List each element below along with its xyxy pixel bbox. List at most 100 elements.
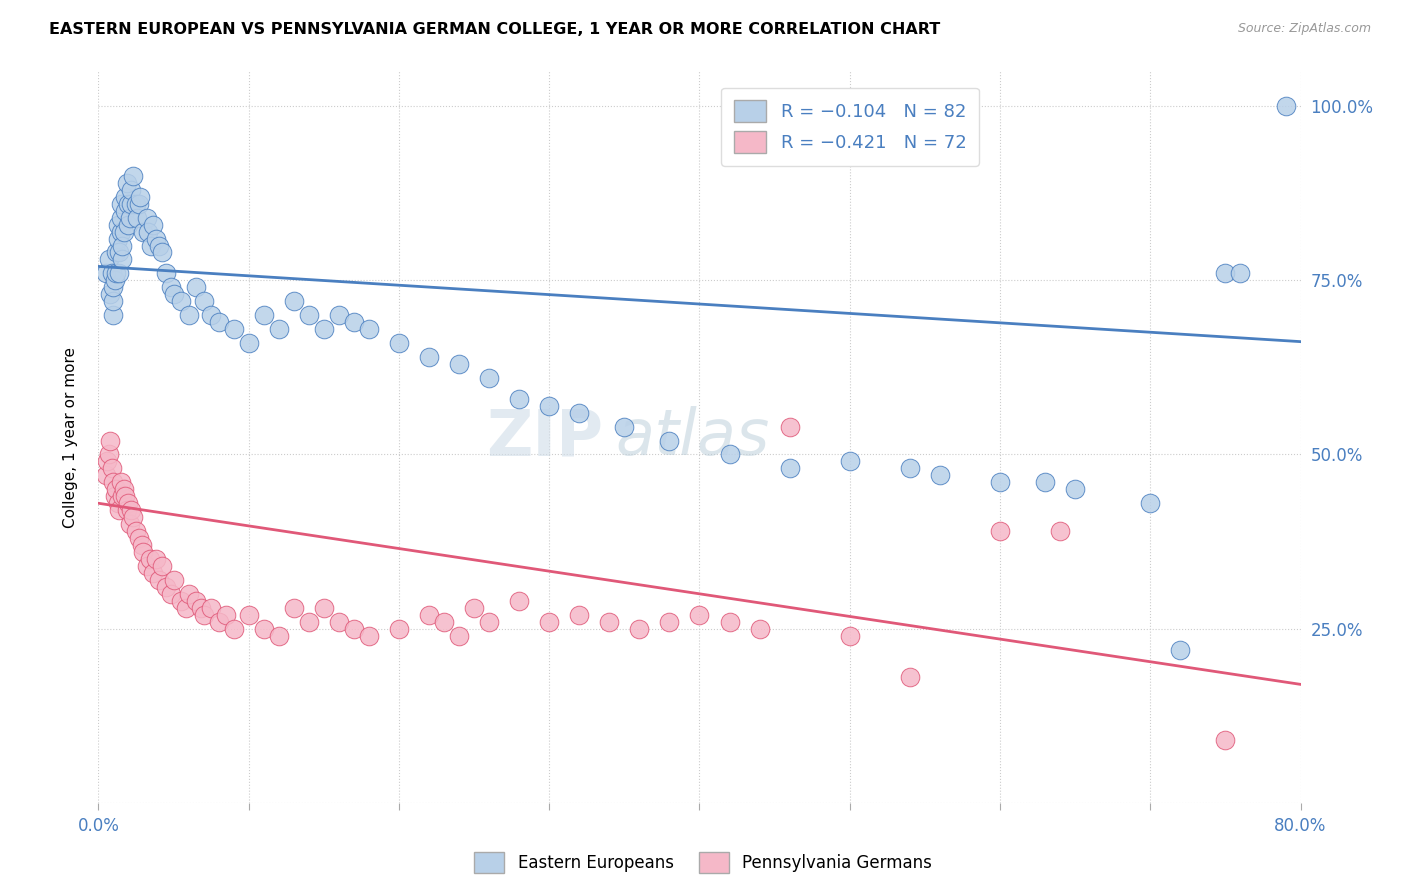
Point	[388, 622, 411, 636]
Text: Source: ZipAtlas.com: Source: ZipAtlas.com	[1237, 22, 1371, 36]
Point	[988, 475, 1011, 490]
Point	[898, 670, 921, 684]
Point	[132, 225, 155, 239]
Point	[200, 600, 222, 615]
Point	[115, 176, 138, 190]
Point	[253, 308, 276, 322]
Point	[328, 615, 350, 629]
Point	[1139, 496, 1161, 510]
Point	[1049, 524, 1071, 538]
Point	[1170, 642, 1192, 657]
Point	[138, 552, 160, 566]
Point	[190, 600, 212, 615]
Point	[267, 322, 290, 336]
Point	[107, 496, 129, 510]
Point	[105, 266, 128, 280]
Point	[538, 399, 561, 413]
Point	[110, 211, 132, 225]
Point	[298, 308, 321, 322]
Point	[312, 600, 335, 615]
Point	[658, 434, 681, 448]
Point	[478, 371, 501, 385]
Point	[129, 190, 152, 204]
Point	[162, 287, 184, 301]
Point	[568, 406, 591, 420]
Point	[508, 392, 530, 406]
Legend: Eastern Europeans, Pennsylvania Germans: Eastern Europeans, Pennsylvania Germans	[468, 846, 938, 880]
Point	[112, 483, 135, 497]
Point	[117, 496, 139, 510]
Legend: R = −0.104   N = 82, R = −0.421   N = 72: R = −0.104 N = 82, R = −0.421 N = 72	[721, 87, 979, 166]
Point	[689, 607, 711, 622]
Point	[110, 196, 132, 211]
Text: atlas: atlas	[616, 406, 769, 468]
Point	[718, 615, 741, 629]
Point	[447, 629, 470, 643]
Point	[463, 600, 485, 615]
Point	[97, 252, 120, 267]
Point	[103, 294, 125, 309]
Point	[132, 545, 155, 559]
Point	[111, 238, 134, 252]
Point	[131, 538, 153, 552]
Point	[988, 524, 1011, 538]
Point	[117, 218, 139, 232]
Point	[108, 245, 131, 260]
Point	[568, 607, 591, 622]
Point	[110, 475, 132, 490]
Point	[184, 594, 207, 608]
Point	[114, 203, 136, 218]
Point	[107, 231, 129, 245]
Point	[718, 448, 741, 462]
Point	[1215, 733, 1237, 747]
Y-axis label: College, 1 year or more: College, 1 year or more	[63, 347, 77, 527]
Point	[97, 448, 120, 462]
Point	[107, 218, 129, 232]
Point	[613, 419, 636, 434]
Point	[1274, 99, 1296, 113]
Point	[108, 266, 131, 280]
Point	[357, 322, 380, 336]
Point	[748, 622, 770, 636]
Point	[328, 308, 350, 322]
Point	[343, 622, 366, 636]
Point	[111, 489, 134, 503]
Point	[1064, 483, 1087, 497]
Point	[150, 245, 173, 260]
Point	[418, 607, 440, 622]
Point	[100, 287, 122, 301]
Point	[283, 294, 305, 309]
Point	[115, 503, 138, 517]
Point	[105, 245, 128, 260]
Point	[105, 483, 128, 497]
Point	[94, 468, 117, 483]
Point	[222, 322, 245, 336]
Point	[208, 615, 231, 629]
Point	[628, 622, 651, 636]
Point	[118, 517, 141, 532]
Point	[238, 607, 260, 622]
Point	[208, 315, 231, 329]
Point	[125, 196, 148, 211]
Point	[312, 322, 335, 336]
Point	[148, 238, 170, 252]
Point	[117, 196, 139, 211]
Point	[357, 629, 380, 643]
Point	[222, 622, 245, 636]
Point	[100, 434, 122, 448]
Point	[508, 594, 530, 608]
Point	[215, 607, 238, 622]
Point	[238, 336, 260, 351]
Point	[112, 225, 135, 239]
Point	[103, 280, 125, 294]
Point	[388, 336, 411, 351]
Point	[135, 211, 157, 225]
Point	[103, 308, 125, 322]
Point	[139, 238, 162, 252]
Point	[838, 454, 860, 468]
Point	[184, 280, 207, 294]
Point	[118, 211, 141, 225]
Point	[145, 552, 167, 566]
Text: EASTERN EUROPEAN VS PENNSYLVANIA GERMAN COLLEGE, 1 YEAR OR MORE CORRELATION CHAR: EASTERN EUROPEAN VS PENNSYLVANIA GERMAN …	[49, 22, 941, 37]
Point	[96, 454, 118, 468]
